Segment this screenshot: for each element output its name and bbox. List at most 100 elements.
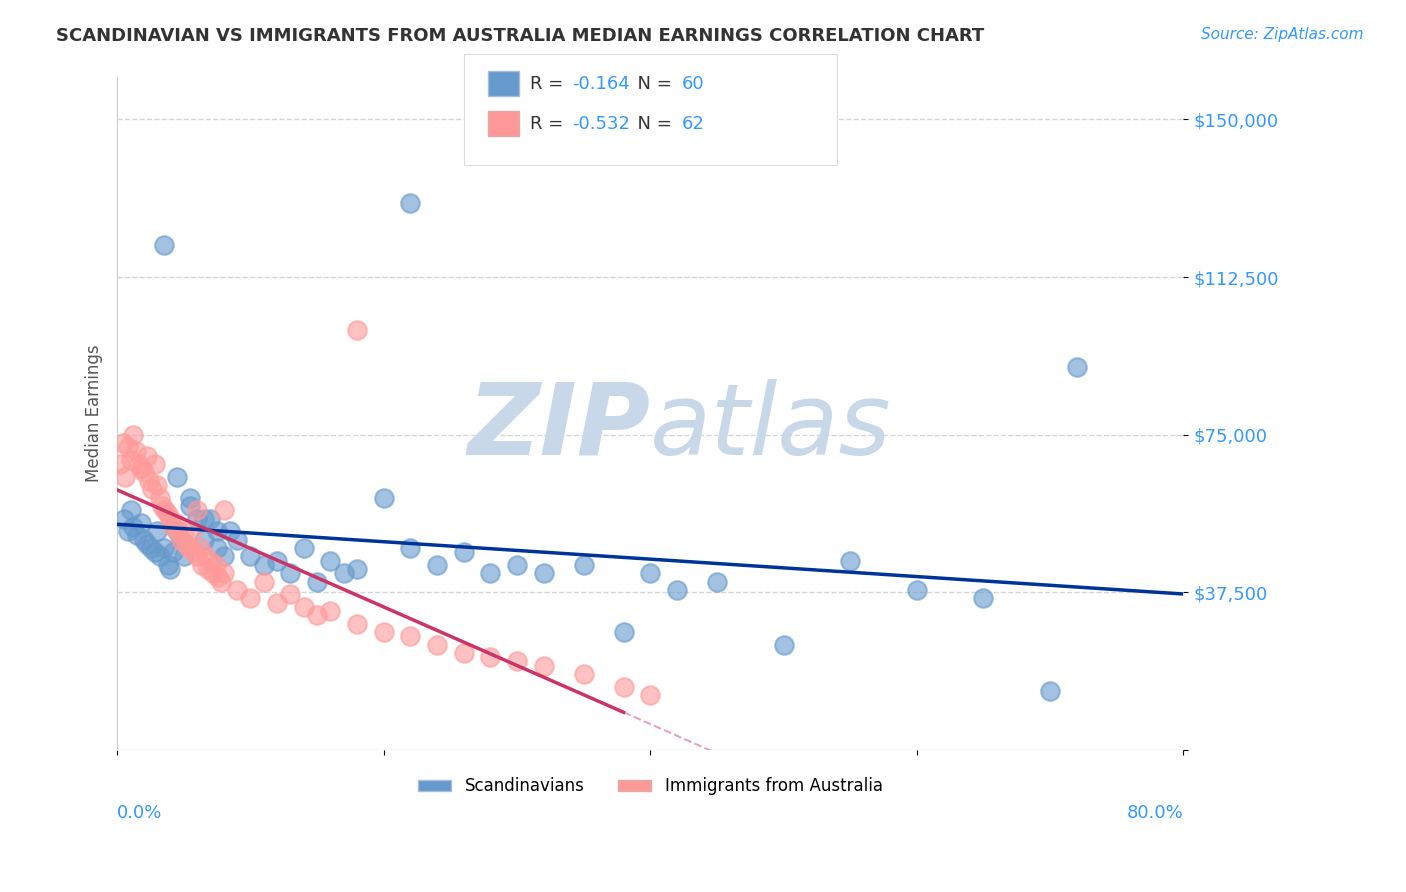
Point — [153, 541, 176, 555]
Point — [135, 537, 157, 551]
Point — [135, 449, 157, 463]
Point — [373, 625, 395, 640]
Point — [159, 562, 181, 576]
Point — [638, 566, 661, 581]
Point — [253, 558, 276, 572]
Point — [239, 591, 262, 606]
Point — [173, 549, 195, 564]
Point — [138, 474, 160, 488]
Text: 80.0%: 80.0% — [1126, 805, 1184, 822]
Point — [146, 524, 169, 539]
Text: -0.164: -0.164 — [572, 75, 630, 93]
Point — [112, 511, 135, 525]
Point — [146, 478, 169, 492]
Point — [453, 646, 475, 660]
Point — [165, 516, 187, 530]
Point — [167, 524, 190, 539]
Point — [399, 629, 422, 643]
Point — [170, 533, 193, 547]
Point — [127, 528, 149, 542]
Point — [143, 457, 166, 471]
Point — [200, 553, 222, 567]
Point — [292, 541, 315, 555]
Legend: Scandinavians, Immigrants from Australia: Scandinavians, Immigrants from Australia — [412, 771, 889, 802]
Point — [219, 524, 242, 539]
Point — [332, 566, 354, 581]
Point — [186, 511, 208, 525]
Point — [839, 553, 862, 567]
Point — [253, 574, 276, 589]
Point — [186, 549, 208, 564]
Point — [506, 558, 529, 572]
Point — [122, 427, 145, 442]
Text: R =: R = — [530, 115, 569, 133]
Point — [533, 658, 555, 673]
Point — [479, 566, 502, 581]
Point — [129, 516, 152, 530]
Point — [665, 582, 688, 597]
Text: 62: 62 — [682, 115, 704, 133]
Point — [125, 444, 148, 458]
Point — [132, 533, 155, 547]
Point — [426, 558, 449, 572]
Point — [266, 553, 288, 567]
Text: 0.0%: 0.0% — [117, 805, 163, 822]
Point — [346, 562, 368, 576]
Point — [205, 541, 228, 555]
Point — [426, 638, 449, 652]
Point — [193, 511, 215, 525]
Point — [204, 558, 226, 572]
Point — [194, 549, 217, 564]
Point — [153, 238, 176, 252]
Point — [128, 457, 150, 471]
Point — [176, 537, 198, 551]
Point — [170, 533, 193, 547]
Point — [346, 322, 368, 336]
Point — [266, 596, 288, 610]
Point — [226, 582, 249, 597]
Point — [156, 558, 179, 572]
Y-axis label: Median Earnings: Median Earnings — [86, 344, 103, 483]
Text: N =: N = — [626, 115, 678, 133]
Point — [114, 469, 136, 483]
Point — [179, 491, 201, 505]
Point — [506, 655, 529, 669]
Point — [179, 499, 201, 513]
Point — [346, 616, 368, 631]
Point — [209, 574, 232, 589]
Point — [972, 591, 994, 606]
Point — [120, 503, 142, 517]
Point — [307, 574, 329, 589]
Point — [143, 545, 166, 559]
Point — [280, 587, 302, 601]
Point — [905, 582, 928, 597]
Point — [122, 520, 145, 534]
Point — [533, 566, 555, 581]
Point — [139, 541, 162, 555]
Point — [186, 503, 208, 517]
Point — [183, 545, 205, 559]
Point — [149, 491, 172, 505]
Point — [166, 524, 188, 539]
Point — [1039, 683, 1062, 698]
Point — [399, 196, 422, 211]
Point — [108, 457, 131, 471]
Text: 60: 60 — [682, 75, 704, 93]
Point — [120, 452, 142, 467]
Text: atlas: atlas — [650, 378, 891, 475]
Text: N =: N = — [626, 75, 678, 93]
Text: -0.532: -0.532 — [572, 115, 630, 133]
Point — [197, 562, 219, 576]
Point — [173, 528, 195, 542]
Point — [319, 604, 342, 618]
Point — [117, 524, 139, 539]
Point — [280, 566, 302, 581]
Point — [319, 553, 342, 567]
Point — [307, 608, 329, 623]
Point — [212, 566, 235, 581]
Point — [772, 638, 794, 652]
Point — [111, 436, 134, 450]
Point — [159, 511, 181, 525]
Point — [399, 541, 422, 555]
Point — [613, 625, 636, 640]
